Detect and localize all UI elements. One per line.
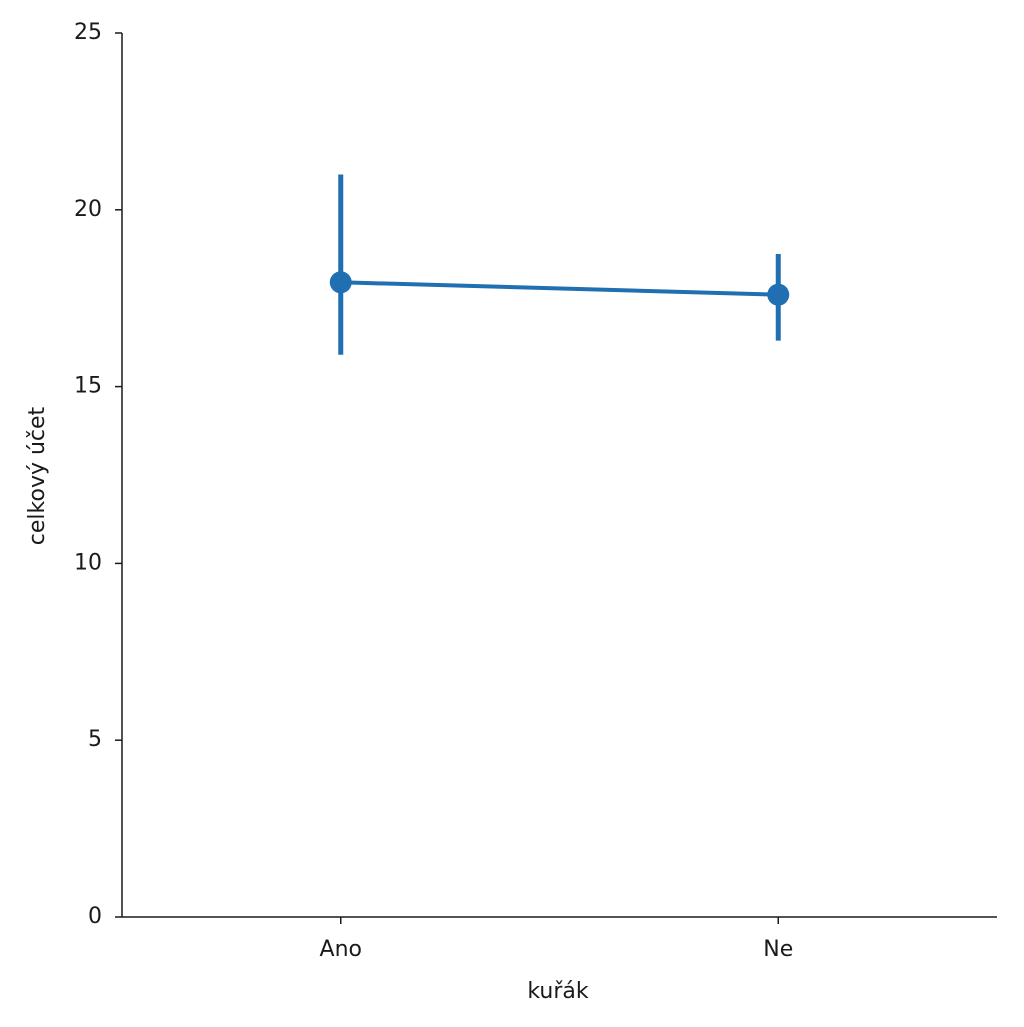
- y-axis-label: celkový účet: [25, 406, 50, 545]
- y-tick-label: 0: [88, 904, 102, 929]
- line: [340, 280, 779, 297]
- point: [767, 283, 790, 306]
- x-tick-label: Ano: [320, 937, 362, 962]
- y-tick-label: 10: [74, 550, 102, 575]
- y-tick-label: 20: [74, 197, 102, 222]
- y-tick-label: 5: [88, 727, 102, 752]
- x-tick-label: Ne: [763, 937, 793, 962]
- x-axis-label: kuřák: [527, 979, 589, 1004]
- point: [329, 271, 352, 294]
- y-tick-label: 15: [74, 374, 102, 399]
- y-tick-label: 25: [74, 20, 102, 45]
